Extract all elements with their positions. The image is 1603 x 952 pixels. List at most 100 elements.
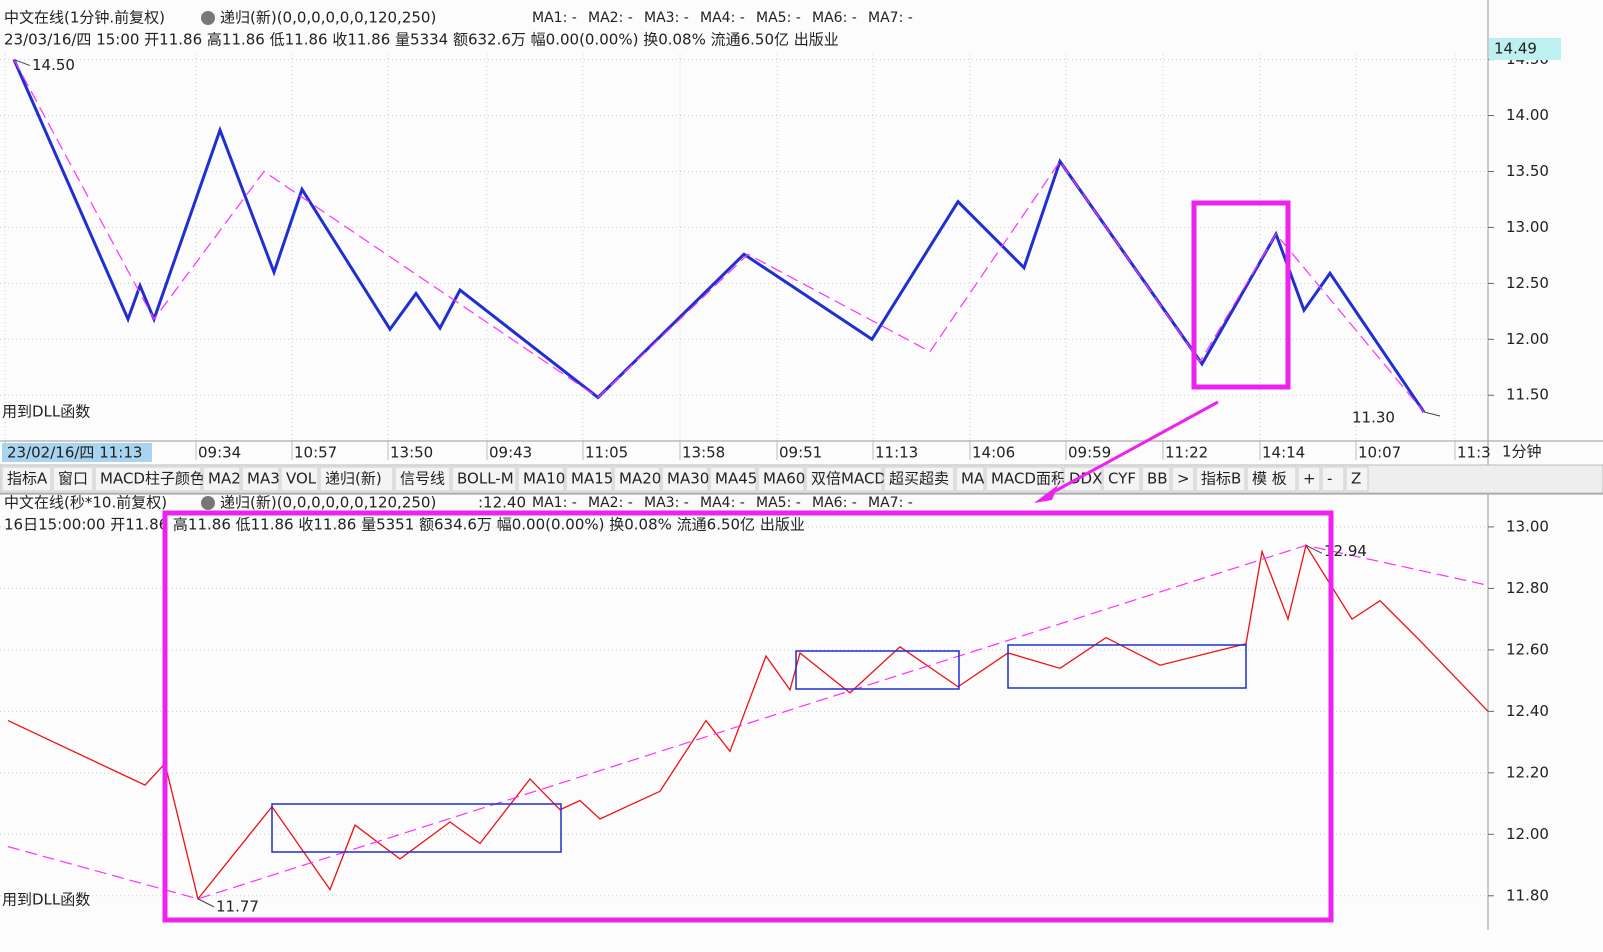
toolbar-tab[interactable] (1246, 466, 1297, 492)
toolbar-tab[interactable] (280, 466, 319, 492)
ma-legend: MA7: - (868, 10, 913, 26)
toolbar-tab-label[interactable]: MA10 (523, 470, 565, 488)
toolbar-tab[interactable] (1, 466, 52, 492)
toolbar-tab[interactable] (451, 466, 517, 492)
toolbar-tab-label[interactable]: MA30 (667, 470, 709, 488)
annotation: 12.94 (1324, 542, 1367, 560)
ma-legend: MA5: - (756, 495, 801, 511)
toolbar-tab[interactable] (52, 466, 94, 492)
toolbar-tab-label[interactable]: DDX (1069, 470, 1102, 488)
annotation-arrow (1305, 544, 1323, 554)
ma-legend: MA2: - (588, 495, 633, 511)
range-box (795, 650, 960, 690)
toolbar-tab[interactable] (1321, 466, 1345, 492)
toolbar-tab[interactable] (709, 466, 757, 492)
toolbar-tab-label[interactable]: 模 板 (1252, 470, 1287, 488)
toolbar-tab[interactable] (883, 466, 955, 492)
toolbar-tab-label[interactable]: MA3 (247, 470, 280, 488)
annotation: 11.30 (1352, 409, 1395, 427)
x-tick-label: 13:50 (390, 444, 433, 462)
toolbar-tab[interactable] (319, 466, 394, 492)
toolbar-tab-label[interactable]: 指标A (7, 470, 48, 488)
highlight-box (162, 510, 1334, 923)
toolbar-tab-label[interactable]: CYF (1108, 470, 1136, 488)
toolbar-tab-label[interactable]: 指标B (1201, 470, 1241, 488)
toolbar-tab[interactable] (394, 466, 451, 492)
toolbar-tab-label[interactable]: MACD柱子颜色 (100, 470, 205, 488)
toolbar-tab-label[interactable]: 信号线 (400, 470, 445, 488)
x-tick-label: 11:3 (1457, 444, 1491, 462)
x-tick-label: 14:06 (972, 444, 1015, 462)
price-tag: 14.49 (1494, 40, 1537, 58)
toolbar-tab-label[interactable]: 超买超卖 (889, 470, 949, 488)
y-tick-label: 11.50 (1506, 386, 1549, 404)
toolbar-tab[interactable] (1171, 466, 1195, 492)
toolbar-tab-label[interactable]: VOL (286, 470, 317, 488)
toolbar-tab-label[interactable]: + (1303, 470, 1316, 488)
toolbar-tab-label[interactable]: MA2 (208, 470, 241, 488)
toolbar-tab[interactable] (1195, 466, 1246, 492)
toolbar-tab[interactable] (1297, 466, 1321, 492)
x-tick-label: 14:14 (1262, 444, 1305, 462)
x-tick-label: 10:07 (1358, 444, 1401, 462)
x-tick-label: 23/02/16/四 11:13 (7, 444, 142, 462)
ma-legend: MA4: - (700, 10, 745, 26)
x-tick-highlight (2, 443, 152, 462)
dll-note: 用到DLL函数 (2, 891, 90, 909)
annotation: 14.50 (32, 56, 75, 74)
ma-legend: MA3: - (644, 495, 689, 511)
toolbar-tab-label[interactable]: MACD面积 (991, 470, 1066, 488)
period-label: 1分钟 (1502, 443, 1542, 461)
toolbar-tab-label[interactable]: MA60 (763, 470, 805, 488)
annotation-arrow (197, 898, 215, 908)
toolbar-tab[interactable] (613, 466, 661, 492)
toolbar-tab[interactable] (1345, 466, 1369, 492)
toolbar-tab[interactable] (1102, 466, 1141, 492)
ma-legend: MA4: - (700, 495, 745, 511)
last-value: :12.40 (478, 494, 526, 512)
pointer-head (1034, 485, 1058, 503)
y-tick-label: 12.50 (1506, 274, 1549, 292)
toolbar-tab-label[interactable]: MA (961, 470, 985, 488)
y-tick-label: 12.20 (1506, 763, 1549, 781)
indicator-icon (201, 11, 215, 25)
ma-legend: MA1: - (532, 495, 577, 511)
toolbar-tab-label[interactable]: 递归(新) (325, 470, 382, 488)
info-line: 16日15:00:00 开11.86 高11.86 低11.86 收11.86 … (4, 516, 805, 534)
indicator: 递归(新)(0,0,0,0,0,0,120,250) (220, 9, 436, 27)
toolbar-tab-label[interactable]: 窗口 (58, 470, 88, 488)
series-line (7, 543, 1489, 901)
info-line: 23/03/16/四 15:00 开11.86 高11.86 低11.86 收1… (4, 31, 839, 49)
toolbar-tab[interactable] (805, 466, 883, 492)
toolbar-tab[interactable] (1141, 466, 1171, 492)
range-box (271, 803, 562, 853)
toolbar-tab[interactable] (517, 466, 565, 492)
toolbar-tab[interactable] (202, 466, 241, 492)
x-tick-label: 09:51 (779, 444, 822, 462)
toolbar-tab-label[interactable]: > (1177, 470, 1190, 488)
series-line (13, 59, 1425, 413)
toolbar-tab[interactable] (985, 466, 1063, 492)
toolbar-tab-label[interactable]: Z (1351, 470, 1361, 488)
toolbar-tab-label[interactable]: BB (1147, 470, 1168, 488)
ma-legend: MA2: - (588, 10, 633, 26)
toolbar-tab[interactable] (955, 466, 985, 492)
toolbar-tab[interactable] (565, 466, 613, 492)
ma-legend: MA7: - (868, 495, 913, 511)
toolbar-tab[interactable] (661, 466, 709, 492)
toolbar-tab-label[interactable]: BOLL-M (457, 470, 514, 488)
toolbar-tab-label[interactable]: MA45 (715, 470, 757, 488)
toolbar-tab[interactable] (757, 466, 805, 492)
toolbar-tab-label[interactable]: MA20 (619, 470, 661, 488)
toolbar-tab-label[interactable]: - (1327, 470, 1332, 488)
y-tick-label: 12.60 (1506, 640, 1549, 658)
series-line (12, 58, 1426, 413)
toolbar-tab-label[interactable]: MA15 (571, 470, 613, 488)
chart-title: 中文在线(1分钟.前复权) (4, 9, 165, 27)
x-tick-label: 09:59 (1068, 444, 1111, 462)
toolbar-tab[interactable] (241, 466, 280, 492)
toolbar-tab[interactable] (94, 466, 202, 492)
pointer-arrow (1045, 400, 1219, 498)
toolbar-tab-label[interactable]: 双倍MACD (811, 470, 886, 488)
